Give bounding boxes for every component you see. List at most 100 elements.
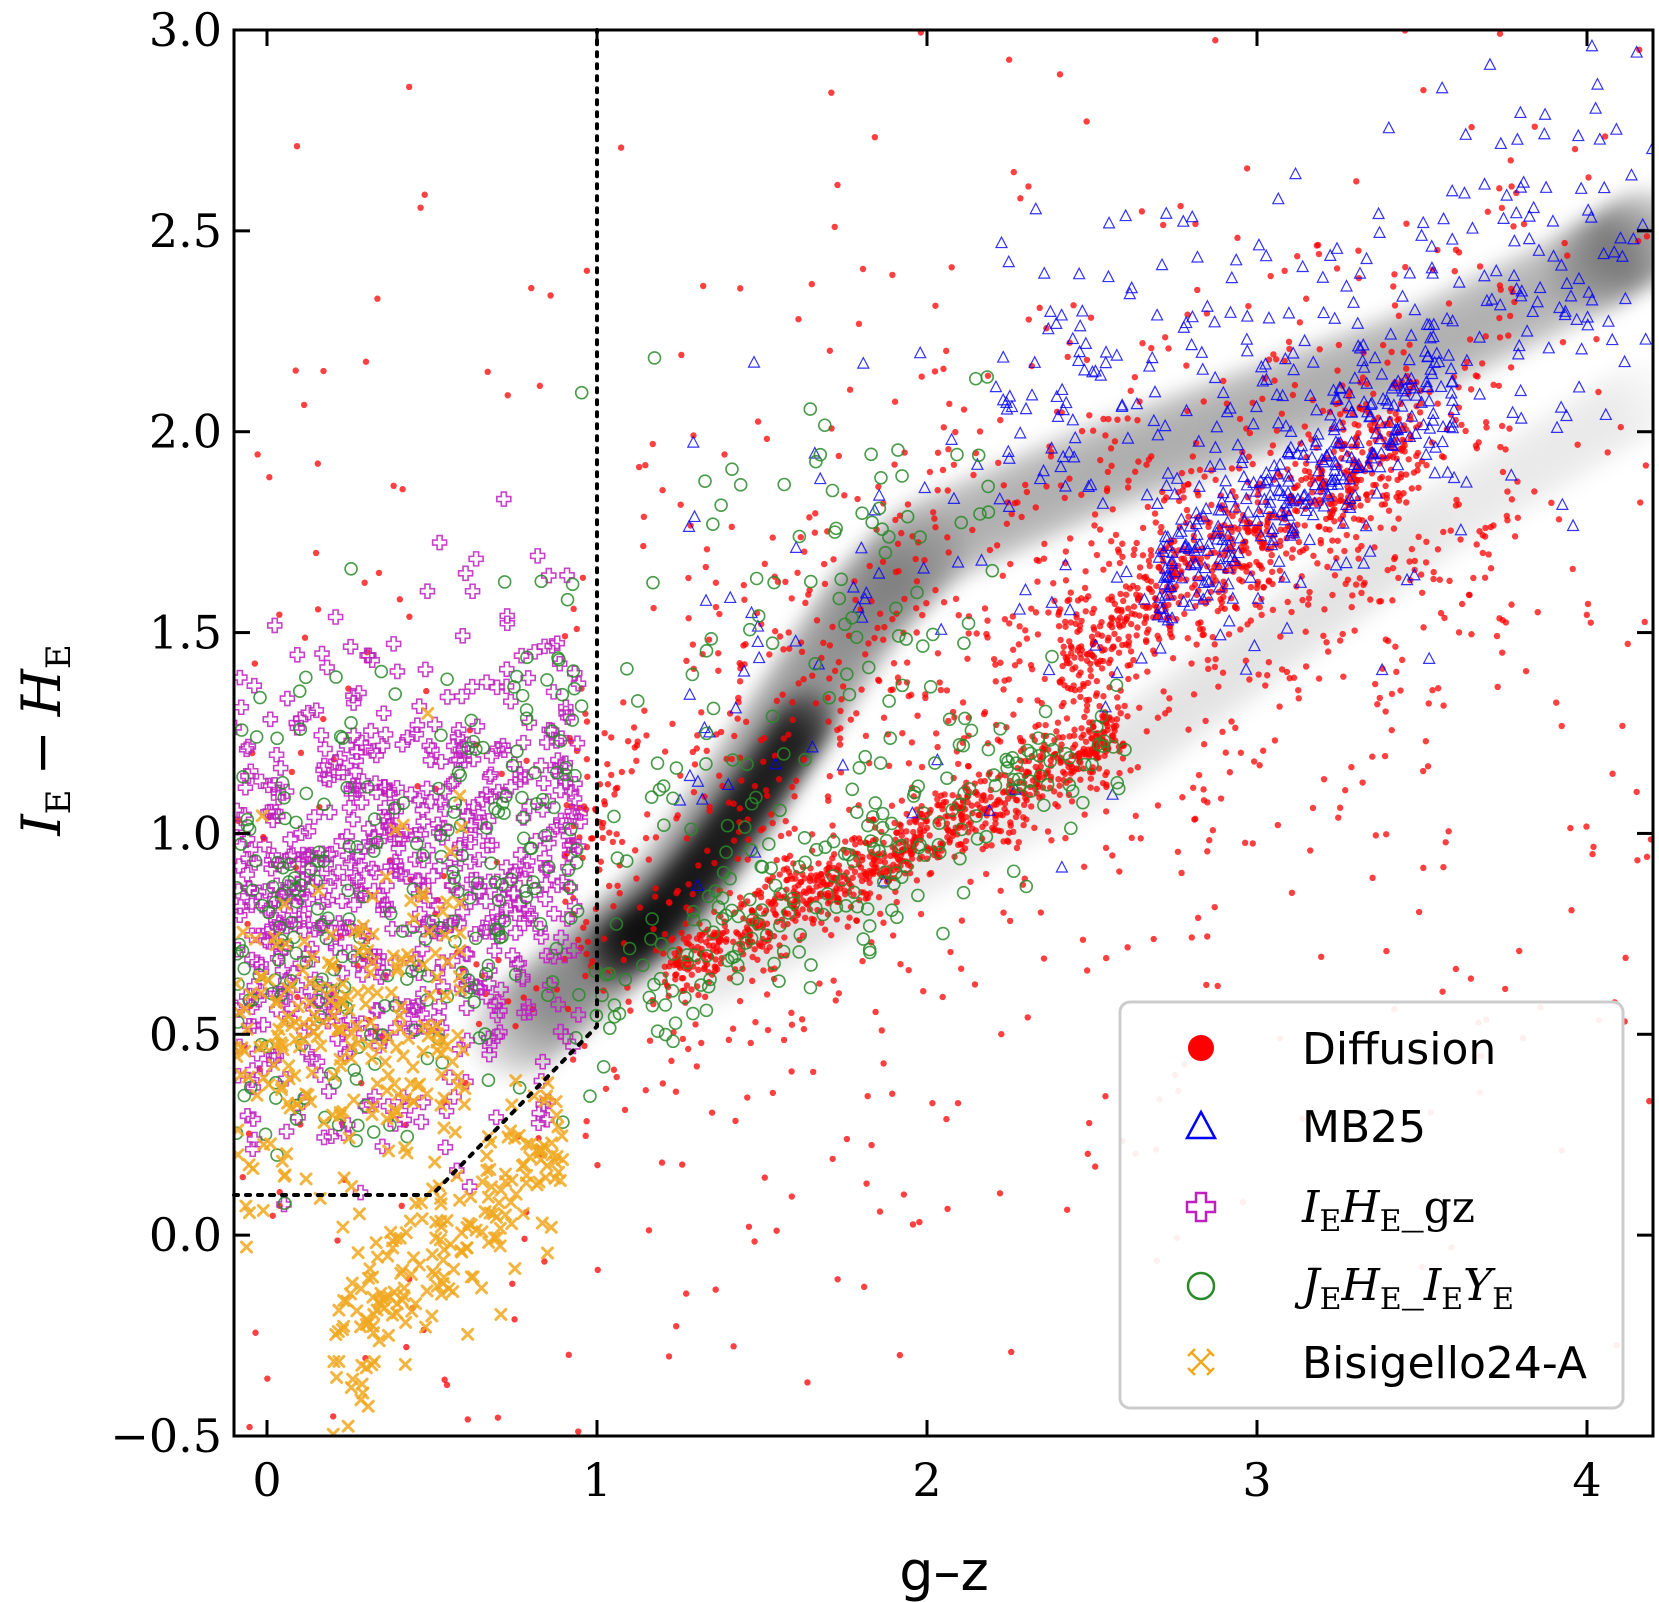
- data-point: [1618, 291, 1632, 305]
- data-point: [1094, 631, 1102, 638]
- data-point: [934, 622, 948, 635]
- data-point: [1128, 834, 1135, 842]
- data-point: [1289, 391, 1297, 399]
- data-point: [1240, 332, 1254, 345]
- data-point: [1479, 549, 1487, 557]
- data-point: [679, 1035, 687, 1043]
- data-point: [1127, 767, 1134, 774]
- data-point: [284, 1001, 300, 1017]
- data-point: [1196, 362, 1210, 375]
- data-point: [1473, 387, 1487, 400]
- data-point: [1287, 493, 1301, 507]
- data-point: [1197, 509, 1211, 522]
- data-point: [539, 861, 555, 878]
- data-point: [431, 781, 446, 796]
- data-point: [1327, 422, 1341, 436]
- data-point: [1023, 488, 1031, 496]
- data-point: [303, 1051, 319, 1067]
- data-point: [1400, 349, 1407, 356]
- data-point: [1351, 435, 1365, 449]
- data-point: [1279, 503, 1293, 517]
- data-point: [484, 368, 491, 376]
- data-point: [1183, 506, 1191, 514]
- data-point: [1420, 317, 1434, 330]
- data-point: [1256, 374, 1270, 387]
- data-point: [1105, 596, 1112, 603]
- data-point: [732, 1117, 739, 1125]
- data-point: [493, 981, 509, 998]
- data-point: [987, 768, 1001, 782]
- data-point: [769, 1089, 777, 1097]
- data-point: [1089, 427, 1097, 434]
- data-point: [1042, 721, 1049, 729]
- data-point: [917, 561, 931, 574]
- data-point: [613, 1073, 620, 1081]
- data-point: [1289, 166, 1302, 180]
- data-point: [849, 805, 864, 820]
- data-point: [1199, 631, 1206, 639]
- data-point: [673, 793, 687, 806]
- data-point: [652, 885, 659, 892]
- data-point: [1630, 45, 1644, 58]
- data-point: [740, 642, 747, 649]
- data-point: [699, 593, 713, 606]
- data-point: [1204, 848, 1211, 855]
- data-point: [1468, 123, 1475, 131]
- data-point: [1619, 722, 1626, 730]
- data-point: [538, 1111, 555, 1128]
- data-point: [1200, 299, 1214, 312]
- data-point: [769, 534, 776, 541]
- data-point: [744, 1094, 751, 1101]
- data-point: [1384, 566, 1391, 574]
- series-je-he-ie-ye: [234, 351, 1132, 1210]
- data-point: [697, 937, 704, 944]
- data-point: [422, 793, 439, 810]
- data-point: [1062, 623, 1069, 630]
- data-point: [760, 758, 767, 765]
- data-point: [856, 356, 870, 369]
- data-point: [490, 993, 506, 1010]
- data-point: [665, 1353, 673, 1360]
- data-point: [1395, 399, 1409, 412]
- data-point: [1192, 568, 1206, 582]
- data-point: [1071, 726, 1078, 733]
- data-point: [642, 834, 650, 842]
- data-point: [1213, 551, 1227, 565]
- data-point: [583, 1089, 597, 1103]
- data-point: [300, 704, 317, 721]
- data-point: [1048, 837, 1055, 844]
- data-point: [1375, 367, 1389, 380]
- data-point: [269, 1212, 276, 1219]
- data-point: [529, 548, 546, 564]
- data-point: [542, 860, 556, 874]
- data-point: [1004, 795, 1012, 802]
- data-point: [1017, 737, 1025, 745]
- data-point: [1001, 754, 1015, 769]
- data-point: [1093, 750, 1100, 757]
- data-point: [981, 708, 989, 716]
- data-point: [1426, 413, 1440, 426]
- data-point: [969, 809, 984, 823]
- data-point: [1392, 410, 1399, 417]
- data-point: [537, 860, 554, 876]
- data-point: [1127, 620, 1135, 628]
- data-point: [1214, 982, 1221, 990]
- data-point: [1599, 407, 1613, 421]
- data-point: [1131, 611, 1139, 618]
- data-point: [400, 921, 417, 937]
- data-point: [1297, 447, 1311, 460]
- data-point: [1130, 396, 1144, 410]
- data-point: [536, 792, 550, 807]
- data-point: [904, 501, 912, 508]
- data-point: [1367, 596, 1374, 603]
- data-point: [498, 661, 515, 678]
- data-point: [1384, 359, 1391, 366]
- data-point: [1066, 733, 1073, 740]
- data-point: [1514, 514, 1522, 521]
- data-point: [1111, 600, 1118, 608]
- data-point: [1160, 688, 1167, 695]
- data-point: [382, 824, 398, 841]
- data-point: [594, 1266, 601, 1274]
- data-point: [913, 629, 920, 636]
- data-point: [1457, 536, 1464, 543]
